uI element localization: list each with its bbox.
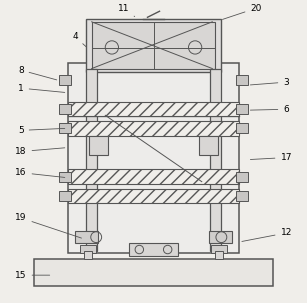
Bar (80, 245, 96, 252)
Bar (92, 22, 215, 68)
Text: 17: 17 (251, 153, 292, 162)
Text: 11: 11 (118, 4, 135, 17)
Bar (68, 169, 239, 184)
Bar (68, 188, 239, 203)
Bar (215, 251, 223, 258)
Text: 15: 15 (15, 271, 50, 280)
Text: 19: 19 (15, 213, 81, 238)
Text: 4: 4 (72, 32, 87, 47)
Text: 18: 18 (15, 147, 65, 156)
Bar (84, 251, 92, 258)
Text: 20: 20 (223, 4, 262, 19)
Bar (68, 62, 239, 252)
Text: 3: 3 (251, 78, 289, 87)
Bar (86, 19, 221, 72)
Bar (210, 68, 221, 251)
Bar (236, 75, 248, 85)
Bar (68, 121, 239, 135)
Text: 16: 16 (15, 168, 65, 178)
Bar (211, 245, 227, 252)
Bar (236, 172, 248, 182)
Text: 5: 5 (18, 126, 65, 135)
Bar (59, 191, 71, 201)
Bar (59, 104, 71, 114)
Bar (68, 102, 239, 116)
Bar (34, 258, 273, 286)
Bar (59, 75, 71, 85)
Bar (236, 123, 248, 133)
Text: 6: 6 (251, 105, 289, 114)
Bar (75, 231, 98, 243)
Text: 8: 8 (18, 65, 57, 80)
Bar (89, 136, 108, 155)
Bar (199, 136, 218, 155)
Text: 1: 1 (18, 84, 65, 93)
Bar (209, 231, 232, 243)
Bar (129, 243, 178, 256)
Bar (59, 172, 71, 182)
Text: 12: 12 (242, 228, 292, 241)
Bar (236, 191, 248, 201)
Bar (236, 104, 248, 114)
Bar (59, 123, 71, 133)
Bar (86, 68, 97, 251)
